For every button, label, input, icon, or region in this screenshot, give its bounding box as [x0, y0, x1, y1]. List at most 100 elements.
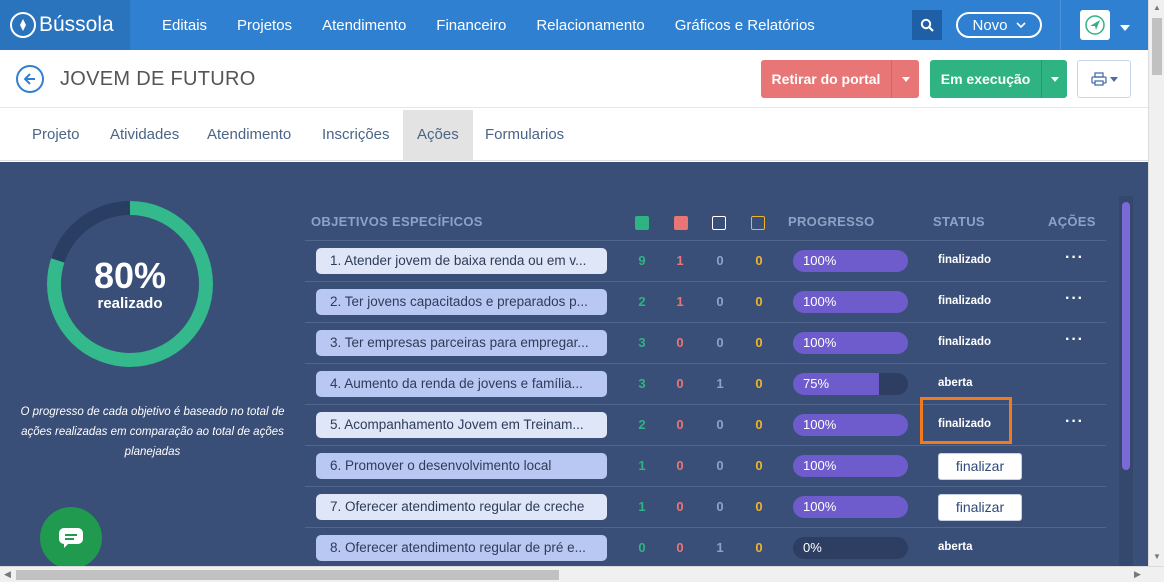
count-pendentes: 0: [716, 499, 724, 514]
nav-divider: [1060, 0, 1061, 50]
objective-pill[interactable]: 3. Ter empresas parceiras para empregar.…: [316, 330, 607, 356]
progress-text: 100%: [803, 499, 837, 514]
count-realizadas: 3: [638, 335, 646, 350]
tab-projeto[interactable]: Projeto: [32, 126, 80, 143]
more-actions-icon[interactable]: ···: [1065, 249, 1084, 266]
objective-pill[interactable]: 2. Ter jovens capacitados e preparados p…: [316, 289, 607, 315]
nav-item-atendimento[interactable]: Atendimento: [322, 16, 407, 34]
window-vertical-scrollbar[interactable]: ▲ ▼: [1148, 0, 1164, 566]
count-atrasadas: 0: [676, 499, 684, 514]
status-label: aberta: [938, 377, 973, 389]
progress-bar: 0%: [793, 537, 908, 559]
header-status: STATUS: [933, 214, 985, 229]
nav-item-relacionamento[interactable]: Relacionamento: [536, 16, 645, 34]
count-atrasadas: 0: [676, 540, 684, 555]
compass-icon: [10, 12, 36, 38]
nav-item-graficos-relatorios[interactable]: Gráficos e Relatórios: [674, 16, 815, 34]
scroll-down-icon[interactable]: ▼: [1153, 552, 1161, 561]
objective-pill[interactable]: 4. Aumento da renda de jovens e família.…: [316, 371, 607, 397]
header-progresso: PROGRESSO: [788, 214, 875, 229]
more-actions-icon[interactable]: ···: [1065, 290, 1084, 307]
nav-item-projetos[interactable]: Projetos: [237, 16, 293, 34]
count-realizadas: 2: [638, 294, 646, 309]
vertical-scroll-thumb[interactable]: [1152, 18, 1162, 75]
progress-bar: 100%: [793, 332, 908, 354]
table-row: 6. Promover o desenvolvimento local 1 0 0 0 1…: [305, 445, 1106, 486]
status-label: aberta: [938, 541, 973, 553]
finalizar-button[interactable]: finalizar: [938, 453, 1022, 480]
panel-scrollbar[interactable]: [1122, 202, 1130, 470]
tab-atividades[interactable]: Atividades: [110, 126, 180, 143]
progress-text: 100%: [803, 335, 837, 350]
tab-inscricoes[interactable]: Inscrições: [322, 126, 390, 143]
objectives-table: 1. Atender jovem de baixa renda ou em v.…: [305, 240, 1106, 566]
horizontal-scroll-thumb[interactable]: [16, 570, 559, 580]
header-objetivos: OBJETIVOS ESPECÍFICOS: [311, 214, 483, 229]
count-pendentes: 0: [716, 335, 724, 350]
retirar-dropdown-toggle[interactable]: [891, 60, 919, 98]
donut-label: realizado: [97, 294, 163, 312]
count-pendentes: 0: [716, 253, 724, 268]
nav-item-financeiro[interactable]: Financeiro: [436, 16, 507, 34]
count-realizadas: 3: [638, 376, 646, 391]
donut-progress-arc: [47, 201, 213, 367]
tab-formularios[interactable]: Formularios: [485, 126, 565, 143]
progress-donut: 80% realizado: [46, 200, 214, 368]
chat-button[interactable]: [40, 507, 102, 566]
em-execucao-button[interactable]: Em execução: [930, 60, 1067, 98]
print-button[interactable]: [1077, 60, 1131, 98]
progress-bar-fill: [793, 250, 908, 272]
count-atrasadas: 0: [676, 417, 684, 432]
status-label: finalizado: [938, 336, 992, 348]
count-atrasadas: 1: [676, 294, 684, 309]
user-menu-caret-icon[interactable]: [1120, 18, 1130, 36]
objective-pill[interactable]: 5. Acompanhamento Jovem em Treinam...: [316, 412, 607, 438]
count-realizadas: 1: [638, 458, 646, 473]
count-atrasadas: 0: [676, 335, 684, 350]
objective-pill[interactable]: 7. Oferecer atendimento regular de crech…: [316, 494, 607, 520]
table-row: 4. Aumento da renda de jovens e família.…: [305, 363, 1106, 404]
main-menu: Editais Projetos Atendimento Financeiro …: [162, 17, 845, 34]
count-pendentes: 0: [716, 294, 724, 309]
novo-button[interactable]: Novo: [956, 12, 1042, 38]
table-row: 3. Ter empresas parceiras para empregar.…: [305, 322, 1106, 363]
scroll-right-icon[interactable]: ▶: [1134, 569, 1141, 579]
scroll-up-icon[interactable]: ▲: [1153, 3, 1161, 12]
objective-pill[interactable]: 6. Promover o desenvolvimento local: [316, 453, 607, 479]
caret-down-icon: [1109, 76, 1118, 82]
count-realizadas: 2: [638, 417, 646, 432]
retirar-do-portal-button[interactable]: Retirar do portal: [761, 60, 919, 98]
nav-item-editais[interactable]: Editais: [162, 16, 208, 34]
back-button[interactable]: [16, 65, 44, 93]
execucao-label: Em execução: [940, 71, 1031, 87]
objective-pill[interactable]: 8. Oferecer atendimento regular de pré e…: [316, 535, 607, 561]
progress-text: 100%: [803, 294, 837, 309]
user-avatar[interactable]: [1080, 10, 1110, 40]
progress-bar-fill: [793, 332, 908, 354]
table-row: 5. Acompanhamento Jovem em Treinam... 2 0 0…: [305, 404, 1106, 445]
count-andamento: 0: [755, 294, 763, 309]
status-label: finalizado: [938, 254, 992, 266]
tab-atendimento[interactable]: Atendimento: [207, 126, 292, 143]
compass-logo-icon: [1085, 15, 1105, 35]
status-label: finalizado: [938, 295, 992, 307]
more-actions-icon[interactable]: ···: [1065, 413, 1084, 430]
tab-acoes[interactable]: Ações: [403, 110, 473, 160]
count-realizadas: 0: [638, 540, 646, 555]
table-row: 7. Oferecer atendimento regular de crech…: [305, 486, 1106, 527]
top-navbar: Bússola Editais Projetos Atendimento Fin…: [0, 0, 1148, 50]
count-andamento: 0: [755, 540, 763, 555]
more-actions-icon[interactable]: ···: [1065, 331, 1084, 348]
header-acoes: AÇÕES: [1048, 214, 1096, 229]
window-horizontal-scrollbar[interactable]: ◀ ▶: [0, 566, 1164, 582]
search-button[interactable]: [912, 10, 942, 40]
project-tabs: Projeto Atividades Atendimento Inscriçõe…: [0, 108, 1148, 161]
brand-logo[interactable]: Bússola: [0, 0, 130, 50]
donut-percent: 80%: [93, 254, 167, 296]
finalizar-button[interactable]: finalizar: [938, 494, 1022, 521]
execucao-dropdown-toggle[interactable]: [1041, 60, 1067, 98]
progress-bar-fill: [793, 291, 908, 313]
objective-pill[interactable]: 1. Atender jovem de baixa renda ou em v.…: [316, 248, 607, 274]
scroll-left-icon[interactable]: ◀: [4, 569, 11, 579]
progress-text: 75%: [803, 376, 830, 391]
